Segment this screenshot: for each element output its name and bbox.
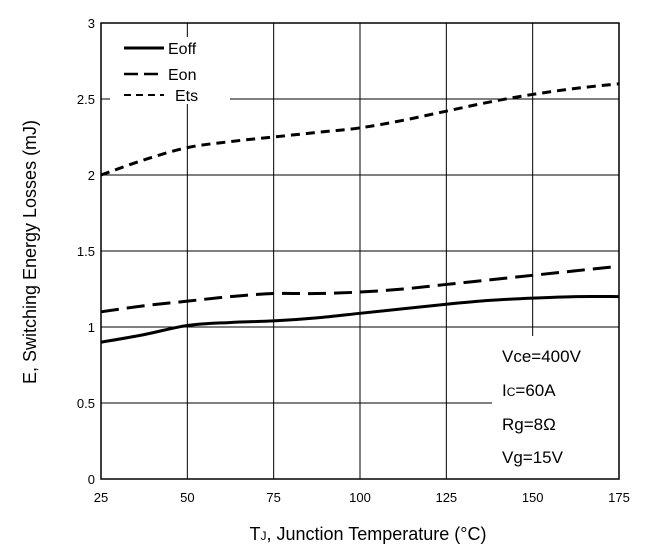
x-tick-label: 50 [180, 490, 194, 505]
x-axis-title-main: T [250, 524, 261, 544]
y-tick-label: 1.5 [77, 244, 95, 259]
series-layer [100, 82, 620, 344]
plot-frame [100, 22, 620, 480]
y-axis-title: E, Switching Energy Losses (mJ) [20, 120, 40, 384]
x-tick-label: 150 [522, 490, 544, 505]
y-tick-label: 2 [88, 168, 95, 183]
x-axis-title-rest: , Junction Temperature (°C) [267, 524, 487, 544]
y-tick-label: 1 [88, 320, 95, 335]
series-line-eoff [100, 294, 620, 344]
x-tick-label: 125 [435, 490, 457, 505]
series-line-eon [100, 264, 620, 314]
x-tick-label: 25 [94, 490, 108, 505]
condition-ic-sub: C [507, 385, 516, 399]
tick-labels: 25 50 75 100 125 150 175 0 0.5 1 1.5 2 2.5 3 [77, 16, 630, 505]
x-tick-label: 75 [266, 490, 280, 505]
legend-label-eon: Eon [168, 67, 196, 84]
legend-label-eoff: Eoff [168, 41, 197, 58]
y-tick-label: 0 [88, 472, 95, 487]
condition-ic: IC=60A [502, 381, 556, 400]
x-tick-label: 175 [608, 490, 630, 505]
condition-ic-prefix: I [502, 381, 507, 400]
series-line-ets [100, 82, 620, 177]
x-axis-title: TJ, Junction Temperature (°C) [250, 524, 487, 544]
conditions-background [492, 336, 620, 480]
y-tick-label: 2.5 [77, 92, 95, 107]
condition-ic-rest: =60A [515, 381, 556, 400]
condition-rg: Rg=8Ω [502, 415, 556, 434]
y-tick-label: 3 [88, 16, 95, 31]
x-tick-label: 100 [349, 490, 371, 505]
legend-label-ets: Ets [175, 88, 198, 105]
x-axis-title-sub: J [261, 529, 267, 543]
condition-vg: Vg=15V [502, 448, 564, 467]
legend: Eoff Eon Ets [110, 37, 230, 105]
condition-vce: Vce=400V [502, 347, 582, 366]
y-tick-label: 0.5 [77, 396, 95, 411]
test-conditions: Vce=400V IC=60A Rg=8Ω Vg=15V [492, 336, 620, 480]
